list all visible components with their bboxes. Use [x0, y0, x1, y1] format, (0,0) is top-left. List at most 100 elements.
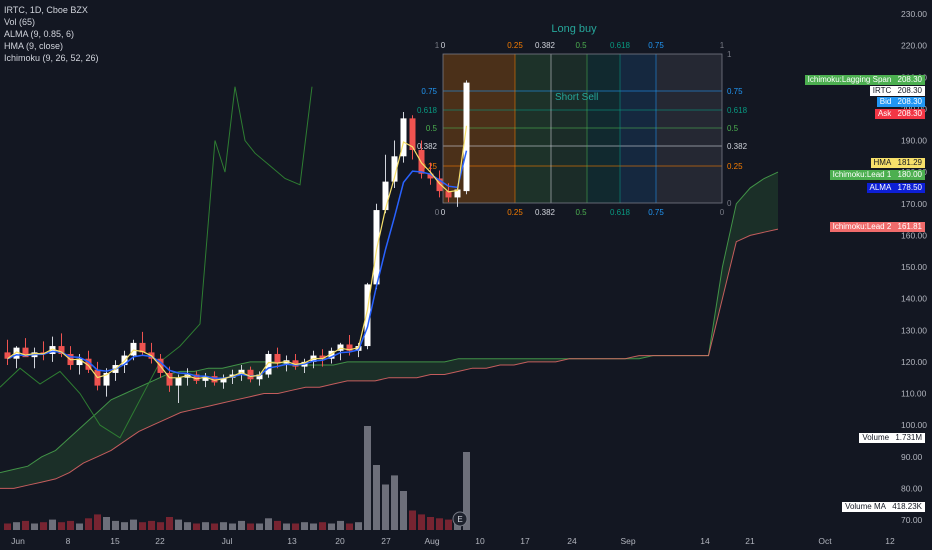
volume-bar	[463, 452, 470, 530]
fib-left-label: 0.618	[417, 106, 438, 115]
candle-body	[454, 189, 461, 198]
time-tick-label: 15	[110, 536, 120, 546]
time-tick-label: 12	[885, 536, 895, 546]
fib-bottom-label: 0.5	[575, 208, 587, 217]
fib-short-label: Short Sell	[555, 92, 598, 103]
candle-body	[202, 376, 209, 381]
price-tick-label: 200.00	[901, 104, 927, 114]
time-tick-label: Sep	[620, 536, 635, 546]
candle-body	[463, 82, 470, 192]
fib-zone	[551, 54, 587, 203]
price-tag-value: 208.30	[895, 75, 922, 84]
candle-body	[103, 372, 110, 386]
volume-bar	[265, 518, 272, 530]
volume-bar	[310, 523, 317, 530]
price-tag-value: 181.29	[895, 158, 922, 167]
price-tag-label: Ichimoku:Lead 2	[832, 222, 892, 231]
fib-right-label: 0.75	[727, 87, 743, 96]
earnings-event-marker	[452, 511, 468, 527]
volume-bar	[319, 522, 326, 530]
price-tag-label: Volume MA	[845, 502, 886, 511]
fib-bottom-label: 0.25	[507, 208, 523, 217]
fib-top-label: 0.618	[610, 41, 631, 50]
legend-alma[interactable]: ALMA (9, 0.85, 6)	[4, 29, 75, 39]
volume-bar	[67, 520, 74, 530]
candle-body	[211, 376, 218, 383]
time-tick-label: 17	[520, 536, 530, 546]
candle-body	[130, 342, 137, 356]
price-tag: Volume 1.731M	[859, 433, 925, 443]
volume-bar	[238, 520, 245, 530]
price-tick-label: 120.00	[901, 357, 927, 367]
volume-bar	[283, 523, 290, 530]
fib-left-label: 0.25	[421, 162, 437, 171]
volume-bar	[121, 522, 128, 530]
price-tag-label: Ichimoku:Lead 1	[832, 170, 892, 179]
price-tag: Volume MA 418.23K	[842, 502, 925, 512]
candle-body	[265, 353, 272, 375]
fib-bottom-label: 0.618	[610, 208, 631, 217]
price-tag-label: HMA	[873, 158, 892, 167]
volume-bar	[301, 522, 308, 530]
ichimoku-cloud	[0, 172, 778, 489]
candle-body	[193, 374, 200, 381]
price-tick-label: 150.00	[901, 262, 927, 272]
price-tag: Ichimoku:Lead 2 161.81	[829, 222, 925, 232]
fib-bottom-label: 0	[435, 208, 440, 217]
fib-top-label: 0.5	[575, 41, 587, 50]
time-tick-label: Oct	[818, 536, 832, 546]
price-tick-label: 110.00	[901, 389, 927, 399]
candle-body	[139, 342, 146, 353]
volume-bar	[337, 520, 344, 530]
candle-body	[346, 344, 353, 351]
candle-body	[328, 350, 335, 359]
alma-line	[7, 150, 468, 380]
volume-bar	[13, 522, 20, 530]
volume-bar	[58, 522, 65, 530]
candle-body	[4, 352, 11, 359]
volume-bar	[184, 522, 191, 530]
fib-left-label: 0.75	[421, 87, 437, 96]
price-tag: Bid 208.30	[876, 97, 925, 107]
fib-right-label: 0.25	[727, 162, 743, 171]
volume-bar	[292, 523, 299, 530]
fib-zone	[620, 54, 656, 203]
time-tick-label: 27	[381, 536, 391, 546]
fib-right-label: 1	[727, 50, 732, 59]
volume-bar	[76, 523, 83, 530]
fib-top-label: 1	[720, 41, 725, 50]
price-tick-label: 90.00	[901, 452, 923, 462]
price-tag: HMA 181.29	[870, 158, 925, 168]
price-tag-label: IRTC	[872, 86, 892, 95]
fib-top-label: 0	[441, 41, 446, 50]
price-tick-label: 80.00	[901, 483, 923, 493]
fib-left-label: 0.382	[417, 142, 438, 151]
volume-bar	[418, 514, 425, 530]
volume-bar	[445, 519, 452, 530]
candle-body	[364, 284, 371, 347]
legend-symbol[interactable]: IRTC, 1D, Cboe BZX	[4, 5, 88, 15]
time-tick-label: 24	[567, 536, 577, 546]
price-tag-label: Bid	[879, 97, 892, 106]
time-tick-label: 20	[335, 536, 345, 546]
hma-line	[7, 125, 468, 381]
legend-volume[interactable]: Vol (65)	[4, 17, 36, 27]
price-tick-label: 170.00	[901, 199, 927, 209]
price-tick-label: 160.00	[901, 230, 927, 240]
price-tag-value: 161.81	[895, 222, 922, 231]
volume-bar	[256, 523, 263, 530]
volume-bar	[112, 520, 119, 530]
legend-ichimoku[interactable]: Ichimoku (9, 26, 52, 26)	[4, 53, 99, 63]
volume-bar	[436, 518, 443, 530]
volume-bar	[148, 520, 155, 530]
candle-body	[436, 178, 443, 192]
fib-zone	[656, 54, 722, 203]
price-tick-label: 140.00	[901, 294, 927, 304]
legend-hma[interactable]: HMA (9, close)	[4, 41, 64, 51]
volume-bar	[202, 522, 209, 530]
volume-bar	[328, 523, 335, 530]
volume-bar	[346, 523, 353, 530]
volume-bar	[94, 514, 101, 530]
